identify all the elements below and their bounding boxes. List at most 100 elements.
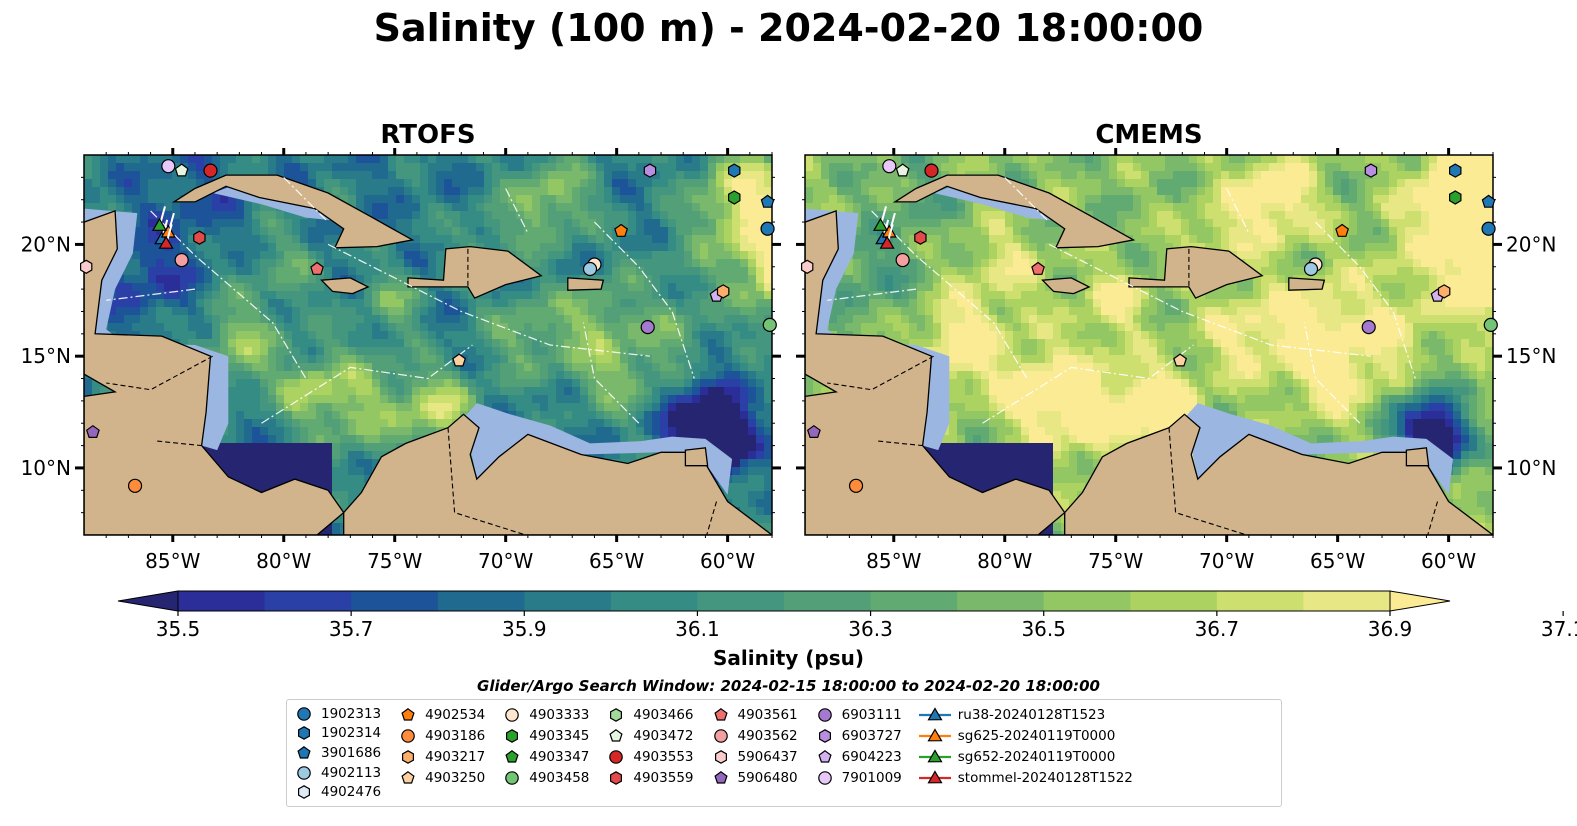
lon-tick-label: 65°W	[589, 549, 644, 573]
legend-entry: 4903347	[501, 746, 589, 767]
lon-tick-label: 80°W	[977, 549, 1032, 573]
cmems-panel-title: CMEMS	[1095, 120, 1203, 150]
legend-marker-icon	[505, 707, 520, 722]
search-window-title: Glider/Argo Search Window: 2024-02-15 18…	[477, 677, 1100, 695]
legend-marker-icon	[401, 770, 415, 784]
argo-marker-4902113	[1303, 261, 1319, 277]
land-trinidad	[1405, 447, 1430, 467]
salinity-colorbar: 35.5 35.7 35.9 36.1 36.3 36.5 36.7 36.9 37.1	[117, 590, 1577, 641]
argo-marker-4903559	[914, 230, 927, 245]
land-trinidad	[684, 447, 709, 467]
legend-marker	[401, 728, 415, 743]
argo-marker-4903559	[193, 230, 206, 245]
glider-marker-sg652-20240119T0000	[872, 217, 889, 231]
legend-marker-icon	[713, 770, 728, 784]
legend-marker-icon	[297, 746, 311, 759]
argo-marker-5906480	[85, 424, 100, 438]
legend-column: 4902534 4903186 4903217 4903250	[397, 704, 485, 802]
legend-label: 4903345	[529, 727, 590, 744]
argo-marker-6903727	[1364, 163, 1378, 178]
argo-marker-4903472	[895, 163, 910, 177]
legend-marker-icon	[297, 785, 310, 800]
legend-label: 4902113	[321, 764, 382, 781]
land-jamaica	[1041, 277, 1091, 295]
colorbar-segment	[178, 591, 266, 611]
country-borders	[106, 248, 718, 535]
rtofs-panel-title: RTOFS	[380, 120, 476, 150]
legend-column: 4903466 4903472 4903553 4903559	[605, 704, 694, 802]
glider-marker-stommel-20240128T1522	[879, 235, 895, 249]
legend-entry: 6903727	[814, 725, 902, 746]
legend-marker-icon	[817, 770, 832, 785]
colorbar-segment	[1130, 591, 1218, 611]
legend-marker	[927, 727, 943, 741]
lon-tick-label: 70°W	[478, 549, 533, 573]
colorbar-segment	[1303, 591, 1391, 611]
legend-label: 5906480	[737, 769, 798, 786]
legend-entry: sg652-20240119T0000	[918, 746, 1133, 767]
land-jamaica	[320, 277, 370, 295]
land-hispaniola	[407, 245, 543, 299]
argo-marker-4903250	[452, 353, 467, 367]
eez-boundaries	[106, 176, 695, 424]
argo-marker-4903472	[174, 163, 189, 177]
legend-marker-icon	[609, 728, 623, 742]
argo-marker-4903562	[895, 252, 910, 268]
legend-marker	[297, 706, 311, 721]
legend-entry: stommel-20240128T1522	[918, 767, 1133, 788]
legend-marker	[714, 749, 727, 764]
legend-marker	[609, 749, 624, 764]
legend-marker-icon	[714, 749, 727, 764]
colorbar-tick-label: 36.5	[1021, 617, 1066, 641]
legend-marker	[817, 770, 832, 785]
legend-marker-icon	[918, 727, 951, 741]
legend-marker-icon	[610, 707, 623, 722]
legend-entry: sg625-20240119T0000	[918, 725, 1133, 746]
legend-entry: 1902313	[293, 704, 381, 724]
legend-label: 4902534	[425, 706, 486, 723]
land-central-america	[84, 209, 345, 535]
legend-label: 4903561	[737, 706, 798, 723]
eez-boundaries	[827, 176, 1416, 424]
land-hispaniola	[1128, 245, 1264, 299]
legend-entry: 1902314	[293, 724, 381, 744]
colorbar-segment	[1216, 591, 1304, 611]
argo-marker-4903186	[848, 478, 864, 493]
legend-marker	[506, 728, 519, 743]
argo-marker-3901686	[1481, 194, 1496, 208]
legend-marker	[297, 746, 311, 759]
legend-entry: 6904223	[814, 746, 902, 767]
colorbar-tick-label: 35.7	[329, 617, 374, 641]
argo-marker-1902314	[727, 163, 741, 178]
legend-marker-icon	[609, 749, 624, 764]
legend-label: 1902313	[321, 705, 382, 722]
lat-tick-label: 20°N	[1506, 232, 1556, 256]
argo-marker-4902534	[1335, 223, 1350, 237]
argo-marker-4903553	[924, 163, 939, 178]
legend-label: 6903727	[841, 727, 902, 744]
lat-tick-label: 15°N	[1506, 344, 1556, 368]
legend-label: 1902314	[321, 725, 382, 742]
legend-label: ru38-20240128T1523	[957, 706, 1106, 723]
legend-marker-icon	[506, 728, 519, 743]
legend-column: ru38-20240128T1523 sg625-20240119T0000 sg6…	[918, 704, 1133, 802]
legend-label: sg625-20240119T0000	[957, 727, 1116, 744]
glider-marker-sg652-20240119T0000	[151, 217, 168, 231]
legend-label: 4903553	[633, 748, 694, 765]
legend-entry: 4903559	[605, 767, 694, 788]
legend-marker	[713, 770, 728, 784]
lon-tick-label: 60°W	[700, 549, 755, 573]
colorbar-segment	[351, 591, 439, 611]
lat-tick-label: 20°N	[21, 232, 71, 256]
legend-entry: 4903345	[501, 725, 589, 746]
legend-marker-icon	[918, 748, 951, 762]
legend-entry: 3901686	[293, 743, 381, 763]
land-puerto-rico	[1288, 277, 1326, 291]
legend-label: 4903217	[425, 748, 486, 765]
legend-label: 4903186	[425, 727, 486, 744]
legend-label: 5906437	[737, 748, 798, 765]
legend-entry: 5906480	[710, 767, 798, 788]
legend-entry: 4903186	[397, 725, 485, 746]
legend-entry: 4903472	[605, 725, 694, 746]
lat-tick-label: 10°N	[1506, 456, 1556, 480]
